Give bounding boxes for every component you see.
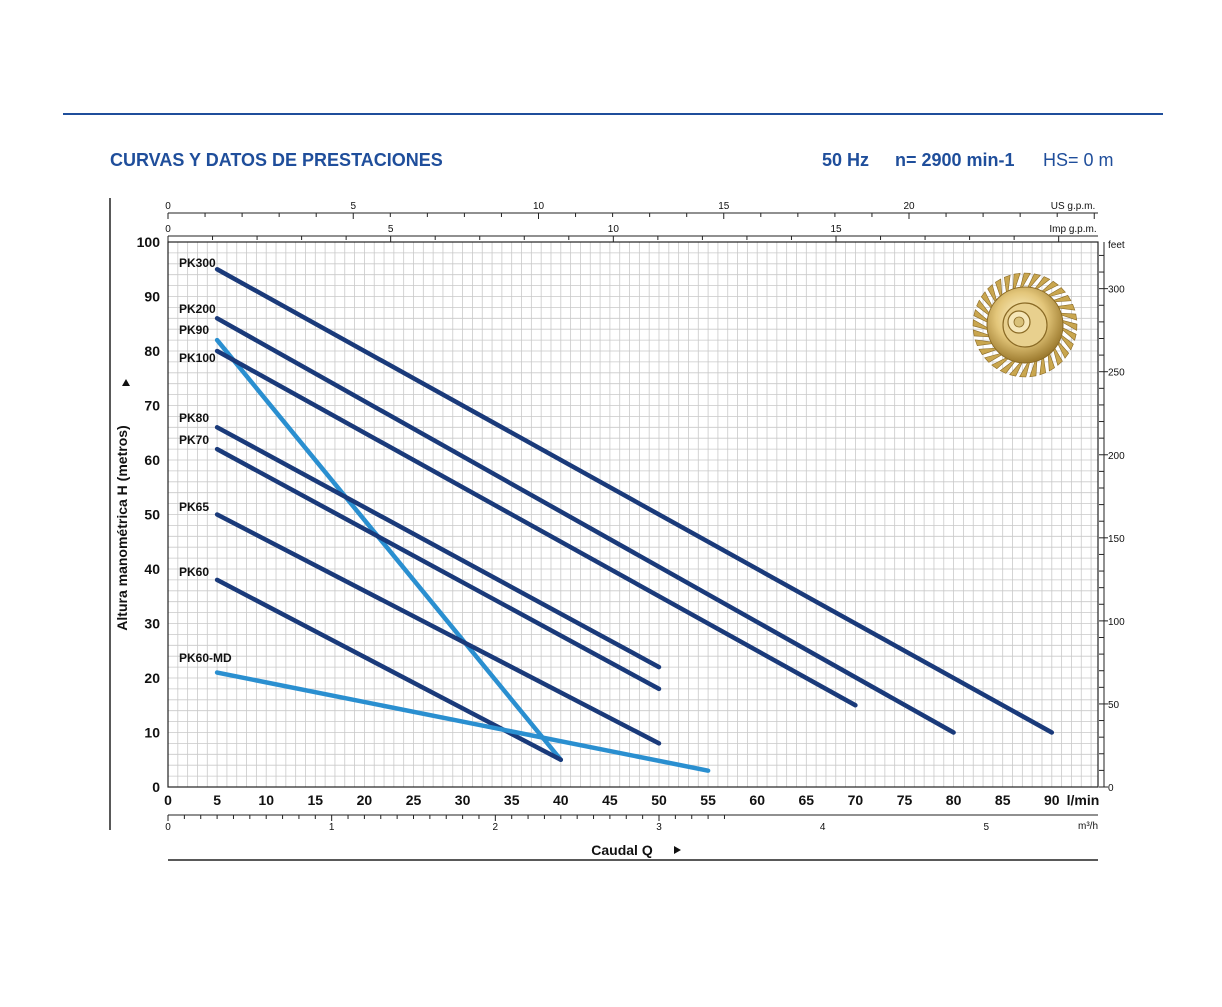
x-tick-label: 0 xyxy=(164,792,172,808)
feet-unit-label: feet xyxy=(1108,240,1125,251)
series-label-pk100: PK100 xyxy=(179,351,216,365)
y-tick-label: 0 xyxy=(152,779,160,795)
y-axis-title: Altura manométrica H (metros) xyxy=(114,425,130,630)
x-tick-label: 65 xyxy=(799,792,815,808)
x-tick-label: 85 xyxy=(995,792,1011,808)
feet-tick-label: 250 xyxy=(1108,368,1125,379)
usgpm-tick-label: 20 xyxy=(903,201,915,212)
x-tick-label: 75 xyxy=(897,792,913,808)
impeller-vane xyxy=(1054,312,1078,321)
x-axis-title: Caudal Q xyxy=(591,842,653,858)
m3h-tick-label: 0 xyxy=(165,822,171,833)
series-line-pk90 xyxy=(214,337,564,762)
series-label-pk200: PK200 xyxy=(179,302,216,316)
m3h-tick-label: 1 xyxy=(329,822,335,833)
series-line-pk100 xyxy=(214,348,858,708)
usgpm-tick-label: 10 xyxy=(533,201,545,212)
y-tick-label: 90 xyxy=(144,289,160,305)
x-tick-label: 10 xyxy=(258,792,274,808)
y-tick-label: 60 xyxy=(144,452,160,468)
impeller-vane xyxy=(1051,303,1076,311)
impeller-vane xyxy=(1003,274,1011,299)
impgpm-tick-label: 5 xyxy=(388,224,394,235)
feet-tick-label: 150 xyxy=(1108,534,1125,545)
m3h-tick-label: 2 xyxy=(493,822,499,833)
impgpm-unit-label: Imp g.p.m. xyxy=(1049,224,1096,235)
feet-tick-label: 100 xyxy=(1108,617,1125,628)
y-tick-label: 100 xyxy=(137,234,161,250)
feet-tick-label: 0 xyxy=(1108,783,1114,794)
m3h-tick-label: 4 xyxy=(820,822,826,833)
feet-tick-label: 50 xyxy=(1108,700,1120,711)
y-tick-label: 40 xyxy=(144,561,160,577)
chart-series xyxy=(214,267,1055,773)
m3h-tick-label: 5 xyxy=(984,822,990,833)
series-line-pk200 xyxy=(214,316,956,735)
series-label-pk65: PK65 xyxy=(179,500,209,514)
y-tick-label: 70 xyxy=(144,398,160,414)
m3h-unit-label: m³/h xyxy=(1078,821,1098,832)
chart-labels: PK300 PK200 PK90 PK100 PK80 PK70 PK65 PK60 PK60-… xyxy=(179,256,232,665)
x-tick-label: 55 xyxy=(700,792,716,808)
series-line-pk300 xyxy=(214,267,1055,735)
plot-frame xyxy=(167,241,1099,788)
feet-tick-label: 200 xyxy=(1108,451,1125,462)
series-label-pk80: PK80 xyxy=(179,411,209,425)
series-label-pk300: PK300 xyxy=(179,256,216,270)
chart-grid xyxy=(167,241,1098,788)
usgpm-tick-label: 15 xyxy=(718,201,730,212)
impeller-vane xyxy=(972,329,996,338)
x-tick-label: 45 xyxy=(602,792,618,808)
feet-tick-label: 300 xyxy=(1108,285,1125,296)
x-tick-label: 25 xyxy=(406,792,422,808)
x-tick-label: 30 xyxy=(455,792,471,808)
impgpm-tick-label: 15 xyxy=(830,224,842,235)
series-line-pk70 xyxy=(214,446,662,692)
series-label-pk60-md: PK60-MD xyxy=(179,651,232,665)
x-tick-label: 35 xyxy=(504,792,520,808)
frequency-label: 50 Hz xyxy=(822,150,870,170)
impgpm-tick-label: 10 xyxy=(608,224,620,235)
y-tick-label: 30 xyxy=(144,616,160,632)
x-tick-label: 20 xyxy=(357,792,373,808)
speed-label: n= 2900 min-1 xyxy=(895,150,1015,170)
x-tick-label: 60 xyxy=(749,792,765,808)
y-axis-arrow xyxy=(122,379,130,386)
y-tick-label: 10 xyxy=(144,725,160,741)
usgpm-tick-label: 5 xyxy=(350,201,356,212)
series-line-pk65 xyxy=(214,512,662,746)
x-tick-label: 90 xyxy=(1044,792,1060,808)
series-line-pk80 xyxy=(214,425,662,670)
x-axis-arrow xyxy=(674,846,681,854)
series-label-pk60: PK60 xyxy=(179,565,209,579)
x-tick-label: 80 xyxy=(946,792,962,808)
usgpm-tick-label: 0 xyxy=(165,201,171,212)
impgpm-tick-label: 0 xyxy=(165,224,171,235)
m3h-tick-label: 3 xyxy=(656,822,662,833)
series-label-pk90: PK90 xyxy=(179,323,209,337)
series-line-pk60-md xyxy=(214,670,711,773)
usgpm-unit-label: US g.p.m. xyxy=(1051,201,1095,212)
y-tick-label: 80 xyxy=(144,343,160,359)
y-tick-label: 50 xyxy=(144,507,160,523)
x-tick-label: 15 xyxy=(308,792,324,808)
y-tick-label: 20 xyxy=(144,670,160,686)
x-tick-label: 40 xyxy=(553,792,569,808)
x-unit-label: l/min xyxy=(1067,792,1100,808)
x-tick-label: 70 xyxy=(848,792,864,808)
impeller-vane xyxy=(974,339,999,347)
header-rule xyxy=(63,113,1163,115)
page-title: CURVAS Y DATOS DE PRESTACIONES xyxy=(110,150,443,170)
x-tick-label: 5 xyxy=(213,792,221,808)
x-tick-label: 50 xyxy=(651,792,667,808)
impeller-vane xyxy=(1039,351,1047,376)
impeller-bore-inner xyxy=(1013,316,1025,328)
impeller-image xyxy=(972,272,1078,378)
suction-head-label: HS= 0 m xyxy=(1043,150,1114,170)
series-label-pk70: PK70 xyxy=(179,433,209,447)
